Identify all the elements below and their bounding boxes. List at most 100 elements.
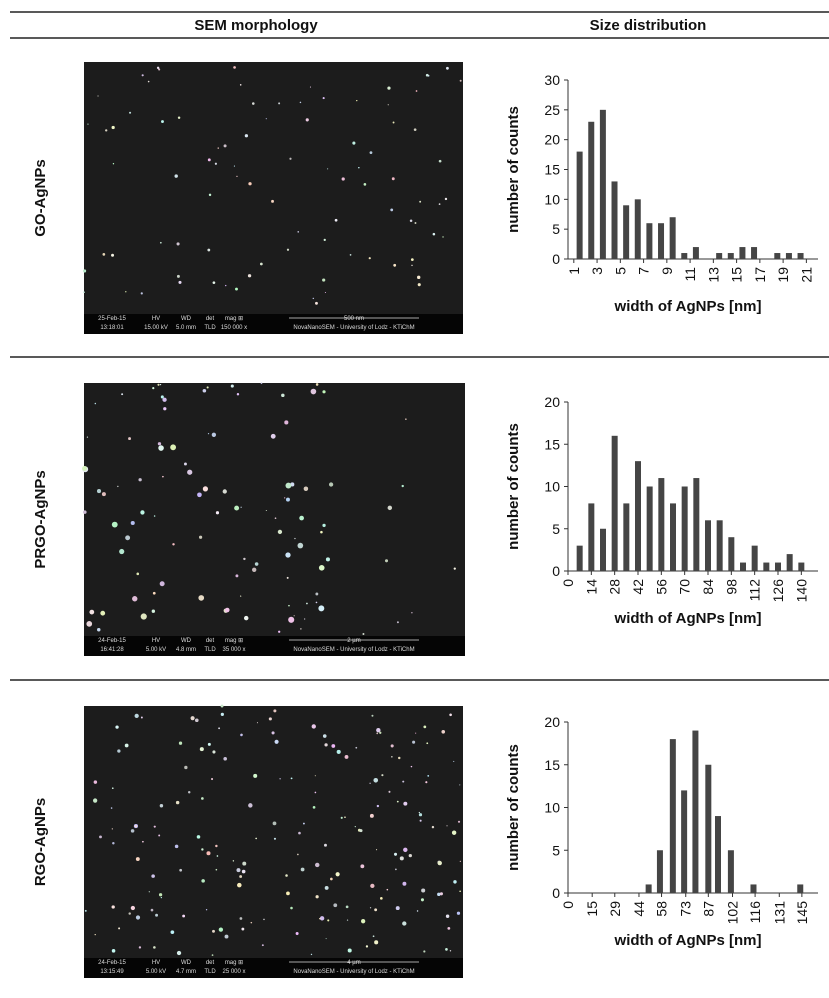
particle	[447, 926, 451, 930]
x-tick-label: 15	[584, 901, 600, 917]
particle	[384, 559, 389, 563]
bar	[623, 503, 630, 571]
particle	[399, 856, 404, 861]
particle	[423, 725, 427, 729]
particle	[402, 780, 405, 783]
particle	[285, 552, 291, 558]
particle	[99, 835, 102, 839]
particle	[328, 482, 334, 487]
bar	[751, 545, 758, 571]
particle	[274, 517, 277, 520]
particle	[370, 883, 375, 889]
particle	[398, 756, 401, 760]
particle	[129, 111, 132, 114]
particle	[194, 718, 199, 723]
particle	[211, 432, 217, 437]
particle	[451, 830, 457, 835]
particle	[334, 218, 338, 222]
particle	[365, 945, 369, 948]
particle	[190, 716, 195, 721]
particle	[87, 123, 89, 125]
x-tick-label: 84	[700, 579, 716, 595]
particle	[410, 765, 413, 768]
x-tick-label: 44	[631, 901, 647, 917]
particle	[449, 713, 452, 717]
sem-info: NovaNanoSEM - University of Lodz - KTiCh…	[293, 647, 414, 653]
particle	[322, 278, 326, 282]
particle	[374, 908, 378, 912]
bar	[588, 121, 595, 260]
particle	[198, 595, 205, 601]
particle	[453, 880, 457, 884]
bar	[599, 109, 606, 259]
y-tick-label: 20	[544, 394, 560, 410]
particle	[410, 258, 414, 262]
particle	[118, 927, 121, 930]
particle	[271, 199, 274, 203]
x-tick-label: 14	[583, 579, 599, 595]
particle	[248, 803, 253, 808]
particle	[381, 774, 384, 777]
particle	[285, 874, 288, 877]
particle	[408, 853, 412, 858]
particle	[286, 576, 289, 579]
particle	[207, 248, 211, 252]
particle	[162, 475, 164, 478]
particle	[349, 254, 352, 256]
sem-info: 24-Feb-15	[98, 960, 126, 966]
particle	[100, 610, 106, 616]
particle	[335, 872, 340, 877]
particle	[297, 542, 304, 549]
sem-info: NovaNanoSEM - University of Lodz - KTiCh…	[293, 969, 414, 975]
bar	[751, 247, 758, 259]
particle	[155, 913, 158, 917]
sem-info: 5.0 mm	[176, 325, 196, 331]
particle	[202, 388, 207, 393]
sem-info: 5.00 kV	[146, 969, 166, 975]
bar	[739, 247, 746, 259]
particle	[431, 825, 435, 829]
particle	[184, 765, 188, 770]
particle	[371, 714, 374, 717]
particle	[158, 834, 161, 837]
particle	[310, 388, 317, 395]
particle	[459, 79, 462, 82]
bar	[635, 461, 641, 571]
particle	[239, 84, 242, 86]
particle	[411, 264, 413, 267]
y-tick-label: 20	[544, 132, 560, 148]
x-tick-label: 87	[700, 901, 716, 917]
particle	[161, 120, 164, 123]
particle	[212, 750, 216, 754]
particle	[376, 849, 378, 851]
particle	[322, 523, 326, 528]
particle	[330, 877, 333, 881]
particle	[89, 609, 95, 615]
particle	[160, 897, 163, 899]
particle	[223, 144, 227, 148]
x-tick-label: 21	[798, 267, 814, 283]
sem-info: 35 000 x	[222, 647, 245, 653]
particle	[294, 537, 296, 540]
particle	[358, 166, 360, 169]
x-tick-label: 1	[566, 267, 582, 275]
particle	[105, 129, 108, 132]
particle	[140, 716, 143, 719]
particle	[239, 875, 243, 878]
particle	[286, 248, 290, 251]
particle	[232, 860, 235, 862]
particle	[285, 482, 292, 489]
particle	[163, 407, 167, 411]
particle	[183, 462, 187, 466]
bar	[646, 486, 653, 571]
bar	[716, 520, 723, 571]
x-tick-label: 73	[678, 901, 694, 917]
particle	[140, 613, 147, 620]
particle	[315, 601, 318, 604]
bar	[658, 223, 665, 259]
particle	[225, 284, 227, 287]
particle	[425, 73, 429, 77]
particle	[437, 892, 441, 897]
particle	[220, 712, 224, 716]
particle	[159, 581, 165, 587]
